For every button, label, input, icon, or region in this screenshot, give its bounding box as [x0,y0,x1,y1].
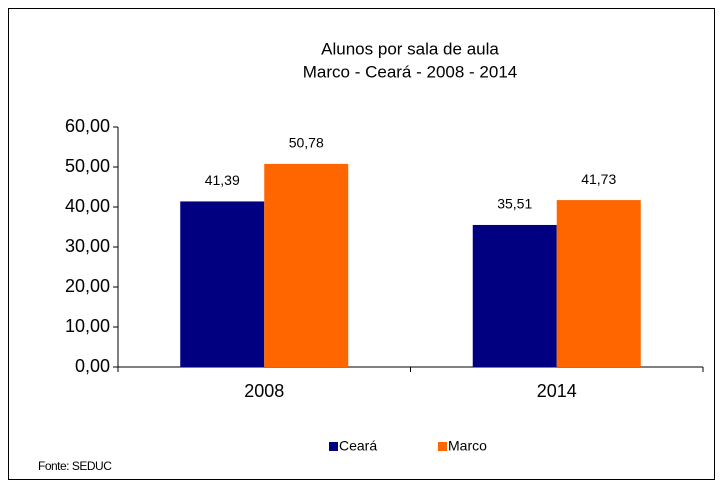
y-tick-label: 50,00 [65,156,110,176]
bar [180,201,265,367]
legend-label: Marco [448,438,487,454]
data-label: 41,39 [205,172,240,188]
data-label: 50,78 [289,135,324,151]
data-label: 35,51 [497,196,532,212]
legend-swatch [329,442,338,451]
bar [472,224,557,367]
y-tick-label: 0,00 [75,356,110,376]
chart-title: Alunos por sala de aula [321,39,499,58]
y-tick-label: 40,00 [65,196,110,216]
legend-label: Ceará [339,438,377,454]
bar [264,163,349,367]
y-tick-label: 10,00 [65,316,110,336]
y-tick-label: 20,00 [65,276,110,296]
x-tick-label: 2008 [244,381,284,401]
source-note: Fonte: SEDUC [38,459,112,473]
data-label: 41,73 [581,171,616,187]
x-tick-label: 2014 [537,381,577,401]
legend-swatch [438,442,447,451]
chart-subtitle: Marco - Ceará - 2008 - 2014 [303,62,518,81]
bar [556,200,641,367]
y-tick-label: 30,00 [65,236,110,256]
y-tick-label: 60,00 [65,116,110,136]
